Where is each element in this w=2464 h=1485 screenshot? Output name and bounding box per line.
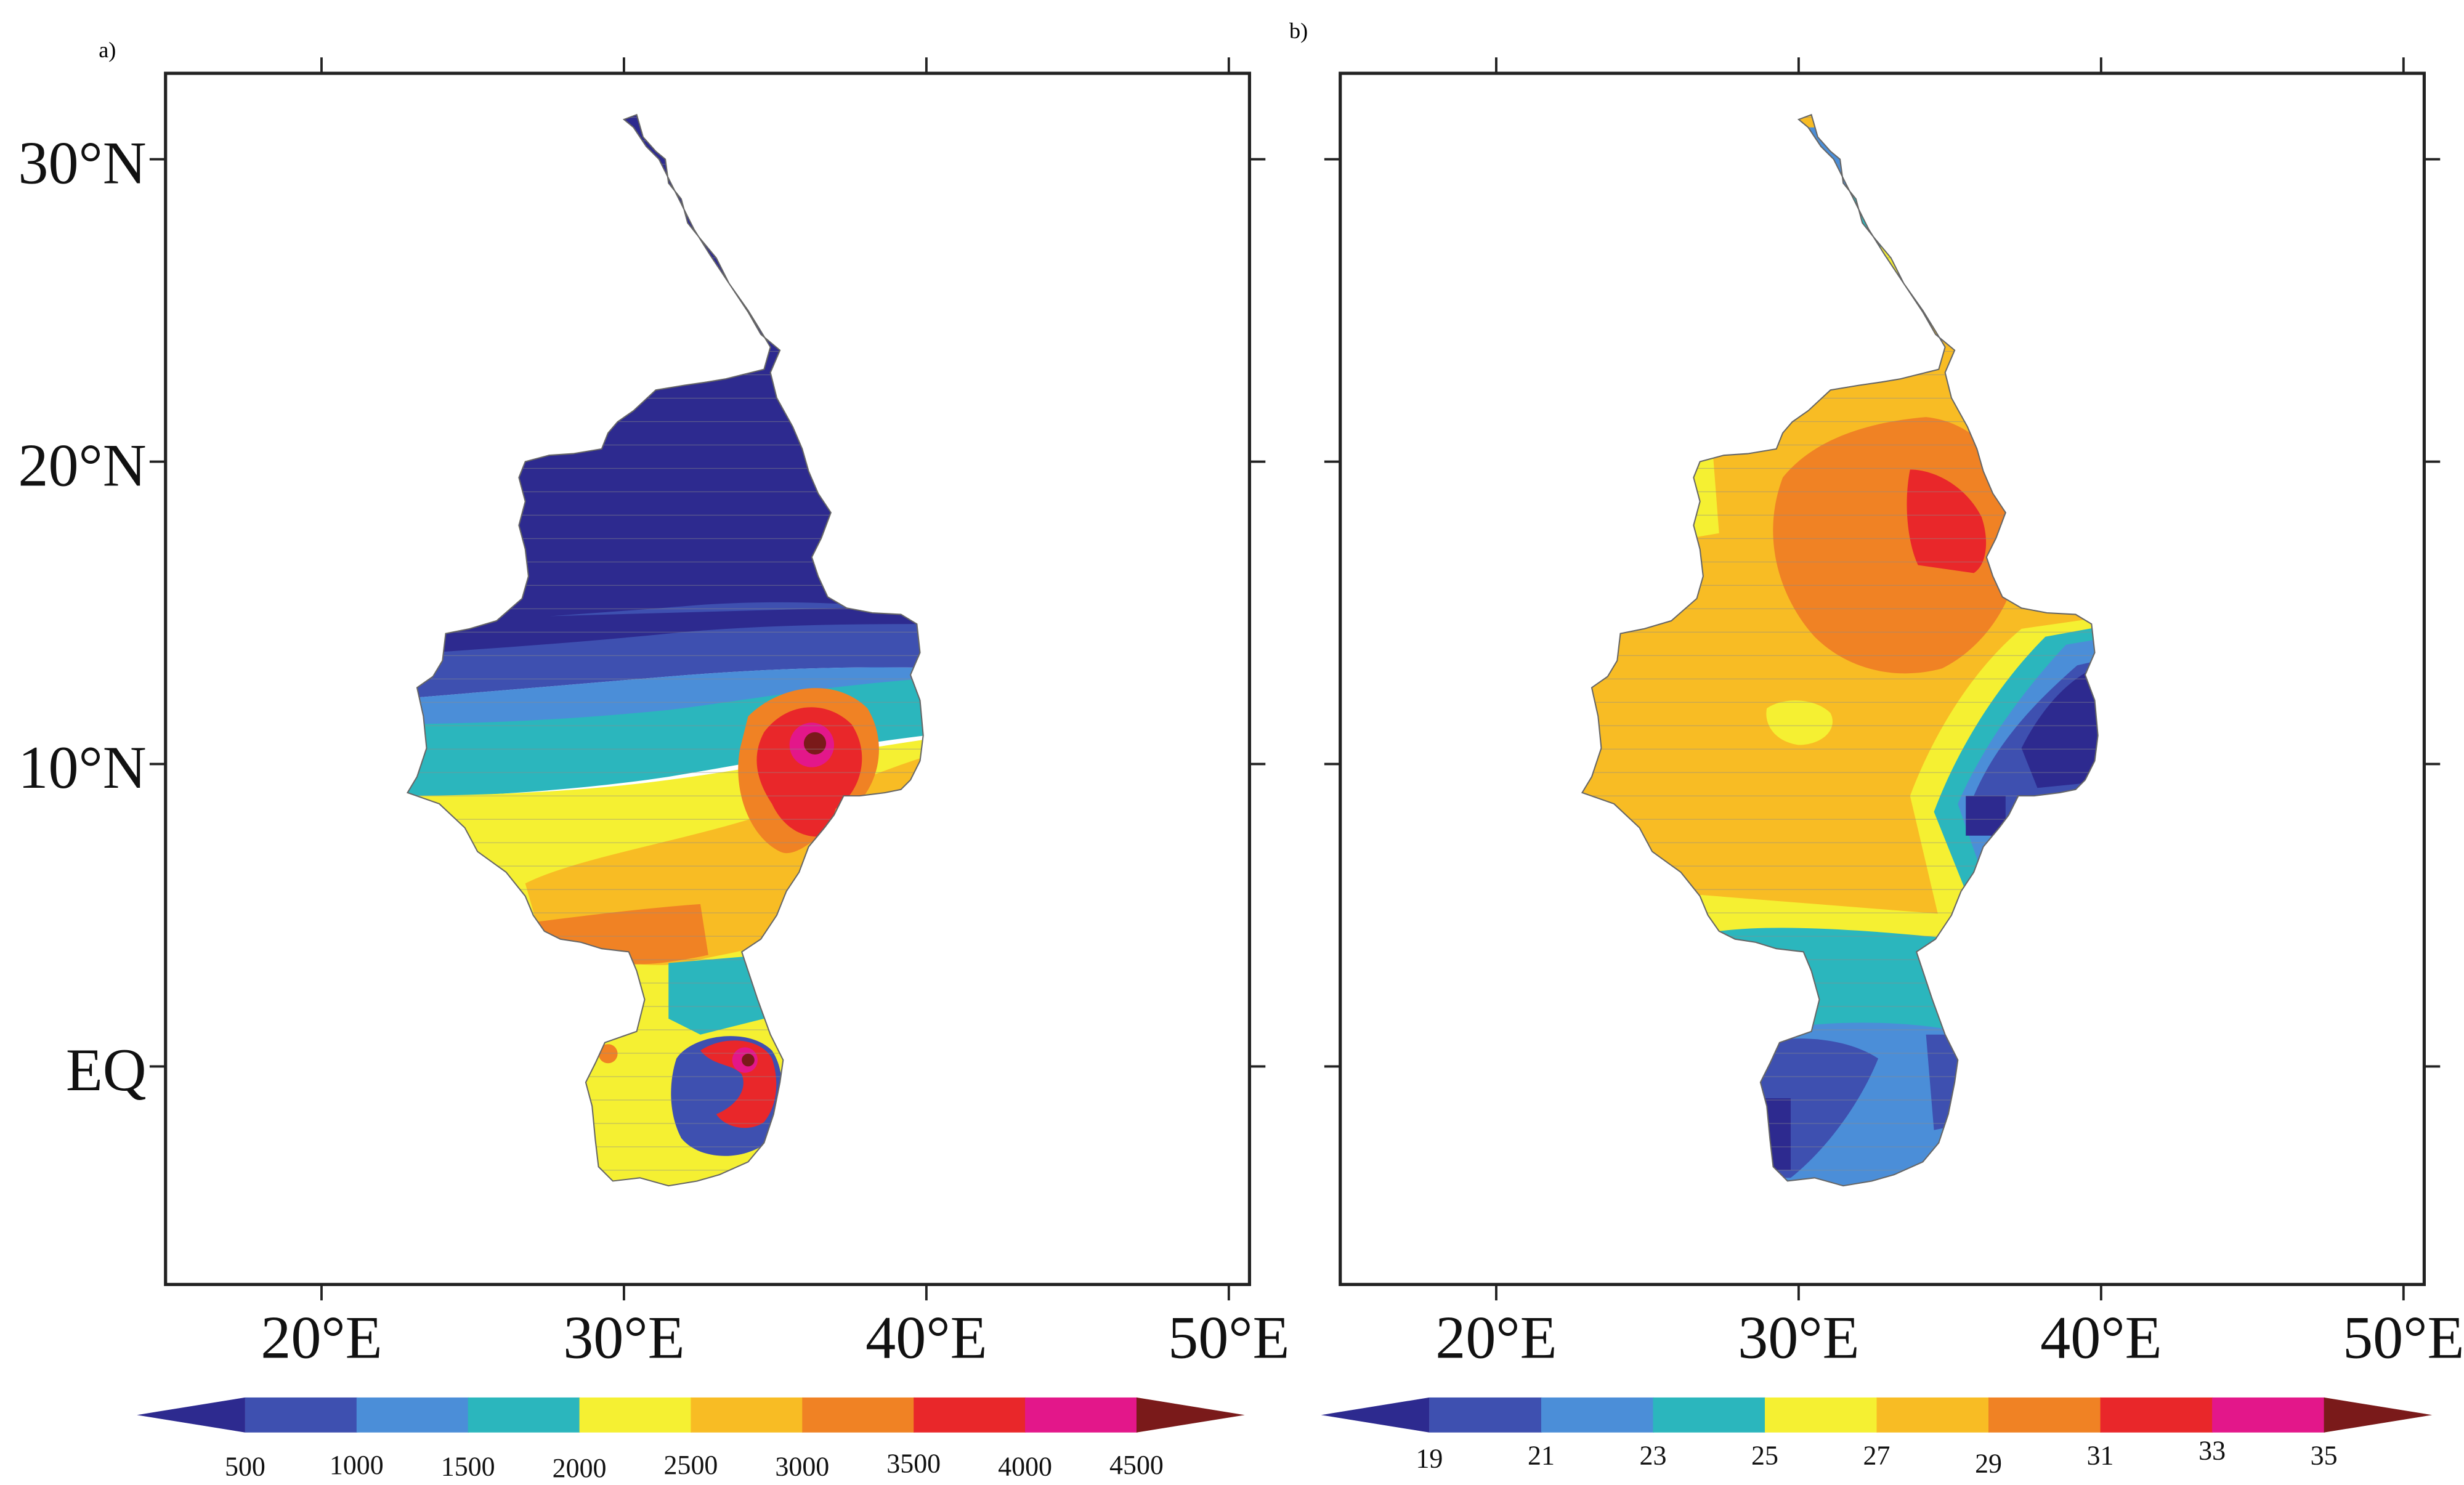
panel-a-lat-30n: 30°N xyxy=(18,130,146,196)
colorbar-tick-label: 23 xyxy=(1640,1440,1667,1470)
panel-a-ticks xyxy=(149,57,1266,1301)
colorbar-tick-label: 35 xyxy=(2311,1440,2338,1470)
colorbar-left-arrow xyxy=(137,1397,245,1433)
colorbar-tick-label: 33 xyxy=(2199,1436,2226,1466)
colorbar-segment-0 xyxy=(1429,1397,1542,1433)
panel-a-map xyxy=(407,115,923,1186)
panel-b-colorbar: 19 21 23 25 27 29 31 33 35 xyxy=(1321,1397,2433,1478)
panel-b-hatching xyxy=(1582,115,2098,1186)
colorbar-tick-label: 19 xyxy=(1416,1444,1443,1474)
colorbar-segment-4 xyxy=(691,1397,803,1433)
field-b-north-teal xyxy=(1798,191,1902,255)
colorbar-tick-label: 21 xyxy=(1528,1440,1555,1470)
colorbar-segment-2 xyxy=(468,1397,580,1433)
colorbar-right-arrow xyxy=(2324,1397,2433,1433)
colorbar-segment-1 xyxy=(356,1397,469,1433)
colorbar-tick-label: 4500 xyxy=(1109,1450,1164,1480)
colorbar-segment-3 xyxy=(579,1397,692,1433)
field-b-north-yellow xyxy=(1814,246,1942,326)
panel-a-lon-50e: 50°E xyxy=(1168,1305,1289,1371)
panel-a-lat-10n: 10°N xyxy=(18,735,146,801)
panel-a-lon-30e: 30°E xyxy=(563,1305,684,1371)
colorbar-right-arrow xyxy=(1136,1397,1245,1433)
panel-b: b) xyxy=(1289,18,2464,1478)
panel-a-lon-labels: 20°E 30°E 40°E 50°E xyxy=(261,1305,1289,1371)
panel-a-colorbar: 500 1000 1500 2000 2500 3000 3500 4000 4500 xyxy=(137,1397,1245,1483)
panel-a-label: a) xyxy=(99,38,116,62)
panel-a-lat-eq: EQ xyxy=(66,1037,147,1104)
panel-b-lon-20e: 20°E xyxy=(1435,1305,1557,1371)
panel-a-lat-labels: 30°N 20°N 10°N EQ xyxy=(18,130,146,1104)
colorbar-segment-7 xyxy=(1025,1397,1138,1433)
panel-b-frame xyxy=(1339,71,2426,1287)
colorbar-tick-label: 2500 xyxy=(664,1450,718,1480)
panel-b-lon-30e: 30°E xyxy=(1738,1305,1859,1371)
colorbar-tick-label: 29 xyxy=(1975,1448,2002,1478)
colorbar-tick-label: 4000 xyxy=(998,1452,1052,1482)
colorbar-tick-label: 2000 xyxy=(553,1453,607,1482)
colorbar-tick-label: 3000 xyxy=(775,1452,829,1482)
colorbar-segment-0 xyxy=(245,1397,358,1433)
colorbar-tick-label: 31 xyxy=(2087,1440,2114,1470)
colorbar-tick-label: 27 xyxy=(1863,1440,1891,1470)
colorbar-tick-label: 500 xyxy=(225,1452,265,1482)
field-b-north-blue xyxy=(1783,127,1863,200)
panel-b-label: b) xyxy=(1289,18,1308,43)
panel-b-map xyxy=(1582,115,2098,1186)
panel-b-ticks xyxy=(1324,57,2441,1301)
colorbar-segment-6 xyxy=(2100,1397,2213,1433)
panel-a-lon-40e: 40°E xyxy=(865,1305,987,1371)
panel-a: a) xyxy=(18,38,1289,1483)
colorbar-segment-5 xyxy=(802,1397,915,1433)
panel-a-basin-outline xyxy=(406,113,924,1187)
panel-a-lon-20e: 20°E xyxy=(261,1305,382,1371)
colorbar-segment-2 xyxy=(1653,1397,1766,1433)
panel-a-frame xyxy=(164,71,1252,1287)
colorbar-segment-3 xyxy=(1764,1397,1878,1433)
panel-b-lon-50e: 50°E xyxy=(2343,1305,2464,1371)
colorbar-tick-label: 1500 xyxy=(441,1452,495,1482)
colorbar-tick-label: 3500 xyxy=(886,1448,941,1478)
panel-b-lon-40e: 40°E xyxy=(2040,1305,2162,1371)
colorbar-segment-7 xyxy=(2212,1397,2325,1433)
colorbar-segment-6 xyxy=(914,1397,1026,1433)
colorbar-segment-1 xyxy=(1541,1397,1654,1433)
colorbar-tick-label: 25 xyxy=(1751,1440,1778,1470)
panel-b-basin-outline xyxy=(1581,113,2099,1187)
colorbar-segment-4 xyxy=(1876,1397,1990,1433)
colorbar-segment-5 xyxy=(1988,1397,2101,1433)
colorbar-left-arrow xyxy=(1321,1397,1430,1433)
panel-a-hatching xyxy=(407,115,923,1186)
panel-a-lat-20n: 20°N xyxy=(18,432,146,499)
panel-b-lon-labels: 20°E 30°E 40°E 50°E xyxy=(1435,1305,2464,1371)
colorbar-tick-label: 1000 xyxy=(330,1450,384,1480)
